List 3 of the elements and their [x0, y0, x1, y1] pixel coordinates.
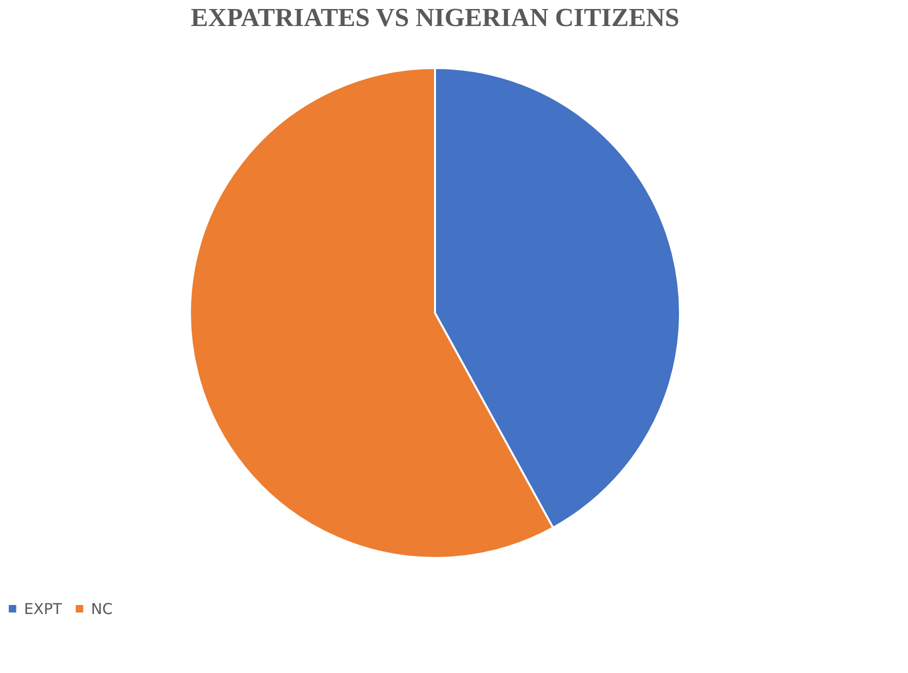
legend-label: EXPT — [24, 600, 63, 618]
legend-label: NC — [91, 600, 113, 618]
chart-title: EXPATRIATES VS NIGERIAN CITIZENS — [190, 3, 680, 32]
